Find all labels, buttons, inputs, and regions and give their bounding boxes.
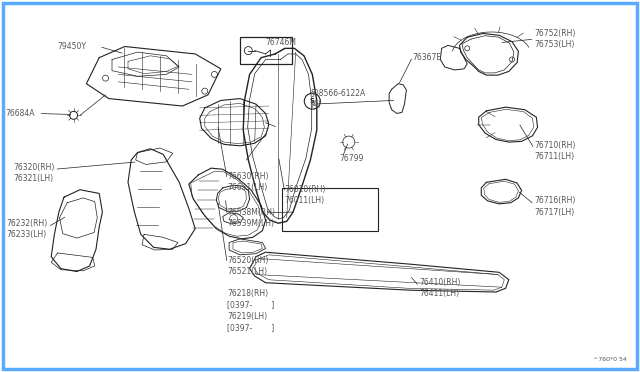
Text: §08566-6122A
(4): §08566-6122A (4) xyxy=(310,89,365,109)
Text: 76320(RH)
76321(LH): 76320(RH) 76321(LH) xyxy=(13,163,54,183)
Text: 76010(RH)
76011(LH): 76010(RH) 76011(LH) xyxy=(285,185,326,205)
Text: 76746M: 76746M xyxy=(266,38,296,47)
Text: 76218(RH)
[0397-        ]
76219(LH)
[0397-        ]: 76218(RH) [0397- ] 76219(LH) [0397- ] xyxy=(227,289,275,332)
Text: S: S xyxy=(310,98,315,104)
FancyBboxPatch shape xyxy=(282,188,378,231)
Text: 79450Y: 79450Y xyxy=(58,42,86,51)
Text: 76684A: 76684A xyxy=(6,109,35,118)
Text: 76367E: 76367E xyxy=(413,53,442,62)
Text: 76232(RH)
76233(LH): 76232(RH) 76233(LH) xyxy=(7,219,48,239)
Text: 76752(RH)
76753(LH): 76752(RH) 76753(LH) xyxy=(534,29,576,49)
Text: 76716(RH)
76717(LH): 76716(RH) 76717(LH) xyxy=(534,196,576,217)
Text: 76710(RH)
76711(LH): 76710(RH) 76711(LH) xyxy=(534,141,576,161)
Text: 76538M(RH)
76539M(LH): 76538M(RH) 76539M(LH) xyxy=(227,208,275,228)
Text: 76520(RH)
76521(LH): 76520(RH) 76521(LH) xyxy=(227,256,269,276)
Text: 76410(RH)
76411(LH): 76410(RH) 76411(LH) xyxy=(419,278,461,298)
Text: ^760*0 54: ^760*0 54 xyxy=(593,357,627,362)
Text: 76799: 76799 xyxy=(339,154,364,163)
FancyBboxPatch shape xyxy=(240,37,292,64)
Text: 76630(RH)
76631(LH): 76630(RH) 76631(LH) xyxy=(227,172,269,192)
